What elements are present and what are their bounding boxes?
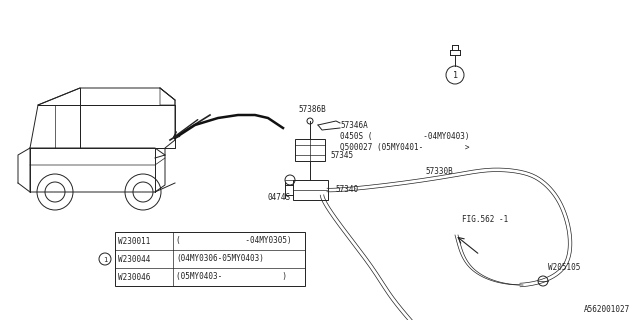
Bar — [115, 232, 305, 286]
Text: (              -04MY0305): ( -04MY0305) — [176, 236, 292, 245]
Text: 57340: 57340 — [335, 186, 358, 195]
Text: 57330B: 57330B — [425, 167, 452, 177]
Text: 57345: 57345 — [330, 150, 353, 159]
Text: W205105: W205105 — [548, 262, 580, 271]
Bar — [295, 139, 325, 161]
Text: FIG.562 -1: FIG.562 -1 — [462, 215, 508, 225]
Text: 1: 1 — [452, 71, 458, 80]
Text: (04MY0306-05MY0403): (04MY0306-05MY0403) — [176, 254, 264, 263]
Text: W230044: W230044 — [118, 254, 150, 263]
Text: 57346A: 57346A — [340, 121, 368, 130]
Text: 1: 1 — [103, 257, 107, 262]
Bar — [293, 180, 328, 200]
Text: (05MY0403-             ): (05MY0403- ) — [176, 273, 287, 282]
Text: 0474S: 0474S — [268, 194, 291, 203]
Text: Q500027 (05MY0401-         >: Q500027 (05MY0401- > — [340, 142, 470, 151]
Text: 57386B: 57386B — [298, 105, 326, 114]
Text: A562001027: A562001027 — [584, 305, 630, 314]
Text: W230046: W230046 — [118, 273, 150, 282]
Text: W230011: W230011 — [118, 236, 150, 245]
Text: 0450S (           -04MY0403): 0450S ( -04MY0403) — [340, 132, 470, 141]
